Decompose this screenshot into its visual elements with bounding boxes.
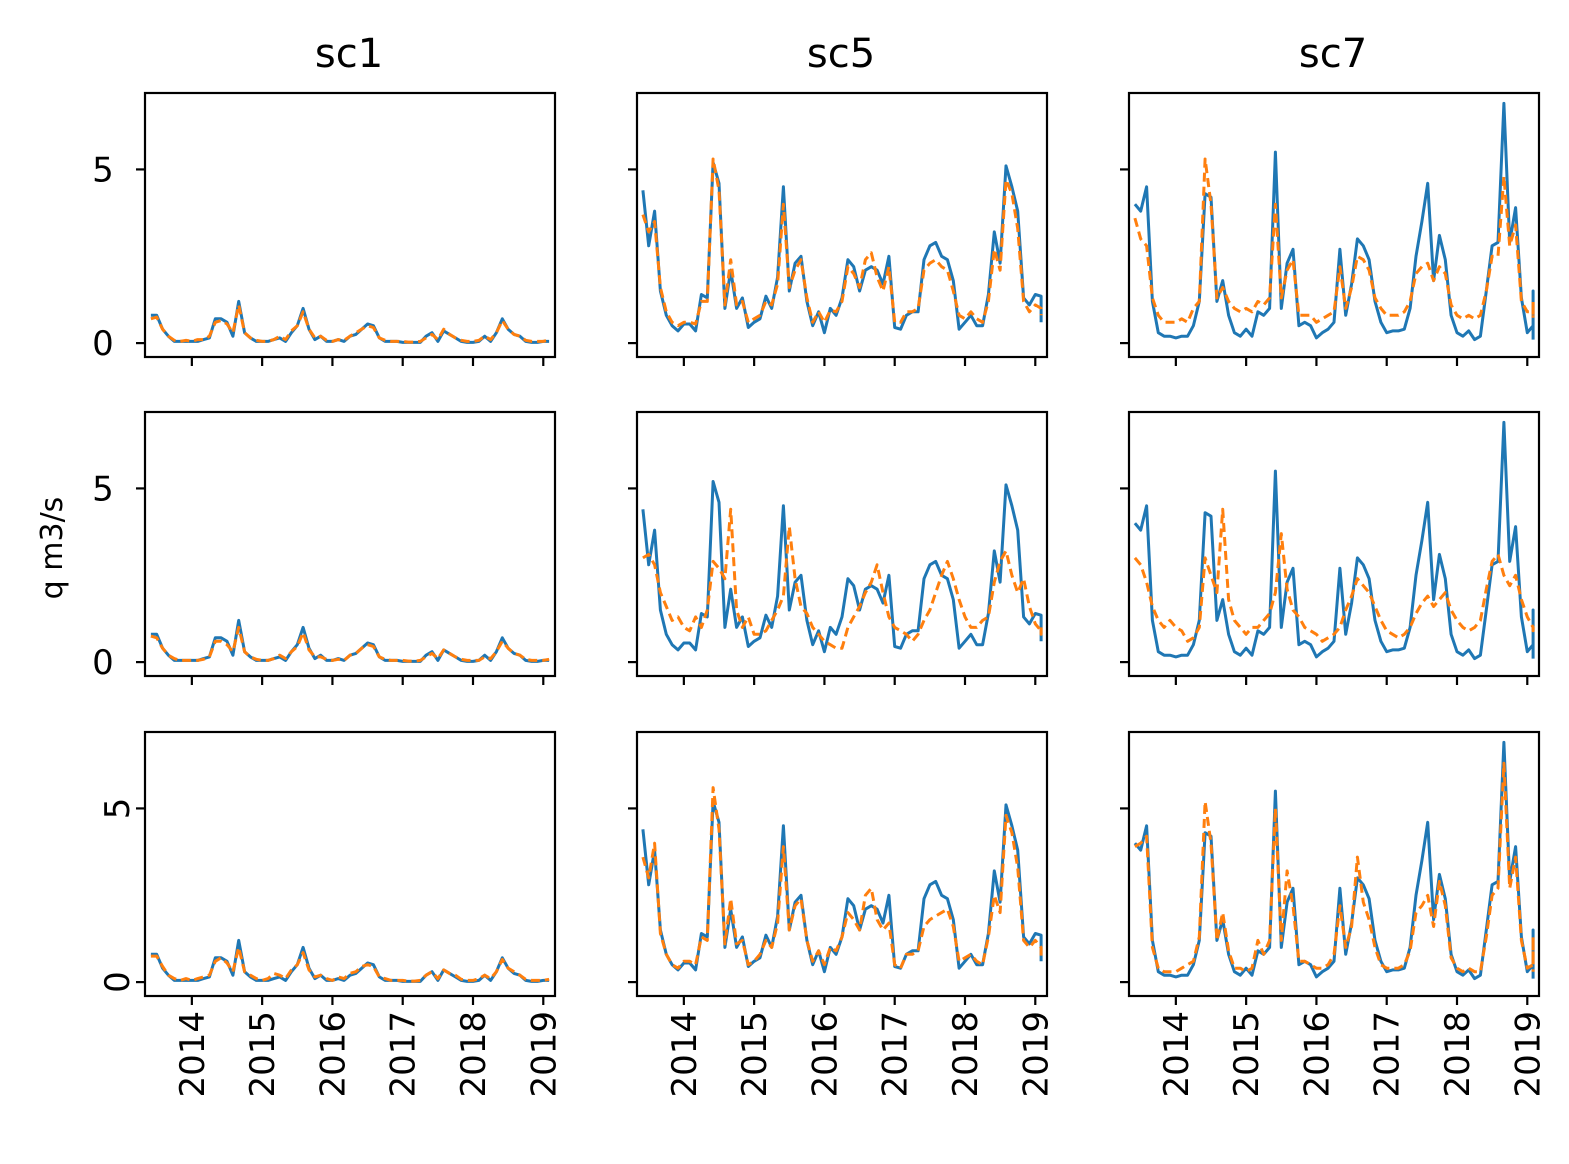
x-tick-label: 2017 <box>1368 1011 1408 1098</box>
x-tick-label: 2015 <box>735 1011 775 1098</box>
x-tick-label: 2018 <box>946 1011 986 1098</box>
plot-frame <box>143 730 557 998</box>
y-axis-label: q m3/s <box>35 497 70 600</box>
y-tick-label: 0 <box>92 643 114 683</box>
plot-frame <box>635 410 1049 678</box>
x-tick-label: 2017 <box>384 1011 424 1098</box>
x-tick-label: 2016 <box>1297 1011 1337 1098</box>
plot-frame <box>143 410 557 678</box>
subplot-r2-c1: 05 <box>92 410 557 685</box>
simulated-series-line <box>150 303 550 344</box>
simulated-series-line <box>1133 157 1535 324</box>
x-tick-label: 2018 <box>1438 1011 1478 1098</box>
simulated-series-line <box>1134 761 1535 974</box>
subplot-r2-c3 <box>1120 410 1541 685</box>
x-tick-label: 2015 <box>243 1011 283 1098</box>
y-tick-label: 0 <box>98 971 138 993</box>
subplot-r1-c1: 05 <box>92 91 557 366</box>
subplot-r3-c1: 0 5 2014 2015 2016 2017 2018 2019 <box>98 730 564 1098</box>
x-tick-label: 2019 <box>1016 1011 1056 1098</box>
y-tick-label: 5 <box>92 469 114 509</box>
subplot-r1-c3 <box>1120 91 1541 366</box>
x-tick-label: 2014 <box>173 1011 213 1098</box>
simulated-series-line <box>1133 507 1535 643</box>
x-tick-label: 2014 <box>665 1011 705 1098</box>
subplot-r1-c2 <box>628 91 1049 366</box>
simulated-series-line <box>150 945 550 983</box>
x-tick-label: 2018 <box>454 1011 494 1098</box>
simulated-series-line <box>642 507 1043 650</box>
observed-series-line <box>641 480 1043 654</box>
simulated-series-line <box>641 157 1043 328</box>
plot-frame <box>635 91 1049 359</box>
x-tick-label: 2015 <box>1227 1011 1267 1098</box>
y-tick-label: 5 <box>92 150 114 190</box>
y-tick-label: 5 <box>98 798 138 820</box>
simulated-series-line <box>641 786 1043 970</box>
y-tick-label: 0 <box>92 324 114 364</box>
x-tick-label: 2019 <box>524 1011 564 1098</box>
x-tick-label: 2014 <box>1157 1011 1197 1098</box>
column-title-sc5: sc5 <box>807 31 875 77</box>
observed-series-line <box>1133 420 1535 661</box>
plot-frame <box>143 91 557 359</box>
column-title-sc1: sc1 <box>315 31 383 77</box>
subplot-r3-c3: 2014 2015 2016 2017 2018 2019 <box>1120 730 1548 1098</box>
x-tick-label: 2016 <box>805 1011 845 1098</box>
x-tick-label: 2017 <box>876 1011 916 1098</box>
column-title-sc7: sc7 <box>1299 31 1367 77</box>
simulated-series-line <box>150 625 550 663</box>
subplot-r3-c2: 2014 2015 2016 2017 2018 2019 <box>628 730 1056 1098</box>
subplot-r2-c2 <box>628 410 1049 685</box>
x-tick-label: 2016 <box>313 1011 353 1098</box>
x-tick-label: 2019 <box>1508 1011 1548 1098</box>
plot-frame <box>635 730 1049 998</box>
